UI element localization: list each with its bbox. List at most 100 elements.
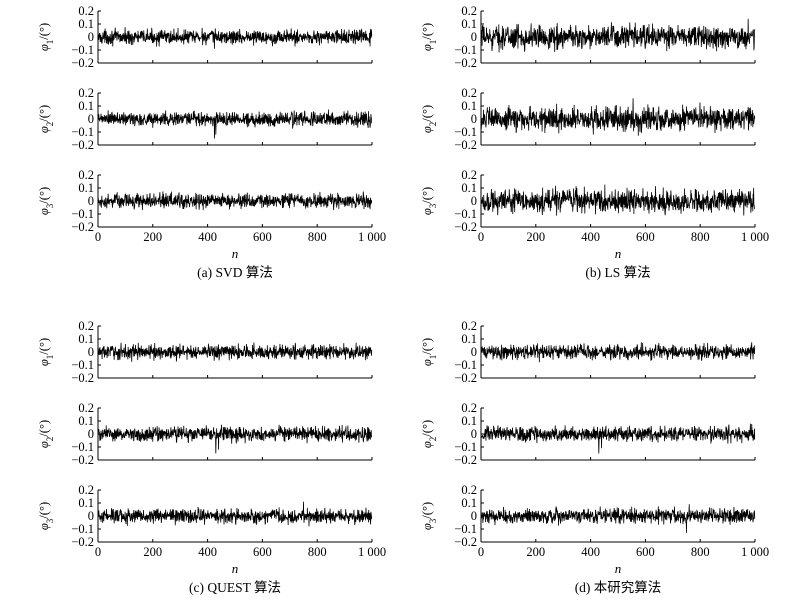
y-tick-label: 0.1 <box>461 496 477 510</box>
y-tick-label: 0 <box>471 509 477 523</box>
x-tick-label: 600 <box>636 230 655 244</box>
series-line-3 <box>480 504 756 533</box>
y-tick-label: −0.2 <box>71 220 94 234</box>
y-tick-label: 0.1 <box>461 99 477 113</box>
panel-1: 0.20.10−0.1−0.2φ1/(°)0.20.10−0.1−0.2φ2/(… <box>37 4 386 280</box>
y-axis-label: φ1/(°) <box>420 338 438 366</box>
series-line-1 <box>97 27 373 49</box>
series-line-2 <box>480 98 756 136</box>
subplot-2-1: 0.20.10−0.1−0.2 φ1/(°) <box>420 4 756 70</box>
panels-group: 0.20.10−0.1−0.2φ1/(°)0.20.10−0.1−0.2φ2/(… <box>37 4 769 595</box>
y-tick-label: 0.1 <box>78 17 94 31</box>
x-tick-label: 800 <box>308 545 327 559</box>
y-tick-label: 0 <box>471 194 477 208</box>
x-tick-label: 200 <box>526 545 545 559</box>
y-tick-label: 0.1 <box>461 414 477 428</box>
x-tick-label: 600 <box>636 545 655 559</box>
y-tick-label: −0.2 <box>71 138 94 152</box>
y-tick-label: 0.1 <box>78 332 94 346</box>
subplot-3-1: 0.20.10−0.1−0.2 φ1/(°) <box>37 319 373 385</box>
y-tick-label: 0 <box>88 345 94 359</box>
series-line-3 <box>97 501 373 527</box>
y-tick-label: 0 <box>471 112 477 126</box>
y-tick-label: −0.2 <box>71 453 94 467</box>
y-tick-label: 0 <box>88 427 94 441</box>
y-tick-label: 0 <box>88 30 94 44</box>
y-axis-label: φ3/(°) <box>37 187 55 215</box>
y-axis-label: φ2/(°) <box>420 105 438 133</box>
y-axis-label: φ3/(°) <box>420 502 438 530</box>
series-line-2 <box>97 424 373 454</box>
y-tick-label: 0 <box>88 509 94 523</box>
x-tick-label: 800 <box>308 230 327 244</box>
y-tick-label: −0.2 <box>454 535 477 549</box>
x-tick-label: 0 <box>478 230 484 244</box>
subplot-1-1: 0.20.10−0.1−0.2 φ1/(°) <box>37 4 373 70</box>
y-tick-label: −0.1 <box>454 207 477 221</box>
y-axis-label: φ3/(°) <box>37 502 55 530</box>
y-tick-label: 0.2 <box>461 401 477 415</box>
y-tick-label: 0.2 <box>78 401 94 415</box>
y-tick-label: 0.2 <box>78 483 94 497</box>
x-tick-label: 0 <box>478 545 484 559</box>
x-tick-label: 1 000 <box>741 545 769 559</box>
y-tick-label: −0.1 <box>71 440 94 454</box>
y-tick-label: −0.2 <box>71 371 94 385</box>
y-tick-label: 0.2 <box>78 168 94 182</box>
series-line-2 <box>97 109 373 139</box>
y-tick-label: −0.1 <box>454 43 477 57</box>
subplot-1-2: 0.20.10−0.1−0.2 φ2/(°) <box>37 86 373 152</box>
x-tick-label: 400 <box>581 230 600 244</box>
y-tick-label: −0.1 <box>454 358 477 372</box>
y-tick-label: 0.2 <box>461 4 477 18</box>
subplot-4-2: 0.20.10−0.1−0.2 φ2/(°) <box>420 401 756 467</box>
series-line-1 <box>97 342 373 362</box>
series-line-1 <box>480 18 756 53</box>
y-axis-label: φ1/(°) <box>37 338 55 366</box>
series-line-1 <box>480 342 756 363</box>
y-axis-label: φ1/(°) <box>37 23 55 51</box>
subplot-1-3: 0.20.10−0.1−0.2 φ3/(°) <box>37 168 373 234</box>
y-tick-label: −0.1 <box>71 125 94 139</box>
y-tick-label: −0.1 <box>71 522 94 536</box>
y-tick-label: −0.1 <box>454 125 477 139</box>
y-tick-label: −0.2 <box>454 220 477 234</box>
y-tick-label: −0.2 <box>454 453 477 467</box>
panel-caption: (a) SVD 算法 <box>197 265 273 280</box>
x-tick-label: 800 <box>691 545 710 559</box>
series-line-2 <box>480 423 756 454</box>
x-tick-label: 400 <box>198 230 217 244</box>
panel-3: 0.20.10−0.1−0.2φ1/(°)0.20.10−0.1−0.2φ2/(… <box>37 319 386 595</box>
subplot-3-2: 0.20.10−0.1−0.2 φ2/(°) <box>37 401 373 467</box>
y-tick-label: −0.2 <box>71 56 94 70</box>
x-tick-label: 200 <box>526 230 545 244</box>
panel-caption: (d) 本研究算法 <box>575 580 662 595</box>
y-tick-label: 0.1 <box>461 332 477 346</box>
y-tick-label: 0.2 <box>461 483 477 497</box>
y-tick-label: 0.2 <box>461 86 477 100</box>
y-tick-label: 0.2 <box>461 319 477 333</box>
y-tick-label: 0 <box>88 194 94 208</box>
y-tick-label: −0.2 <box>454 371 477 385</box>
panel-4: 0.20.10−0.1−0.2φ1/(°)0.20.10−0.1−0.2φ2/(… <box>420 319 769 595</box>
y-tick-label: 0.1 <box>78 414 94 428</box>
x-tick-label: 400 <box>581 545 600 559</box>
y-tick-label: 0.1 <box>78 99 94 113</box>
y-tick-label: 0.2 <box>78 86 94 100</box>
x-tick-label: 400 <box>198 545 217 559</box>
subplot-3-3: 0.20.10−0.1−0.2 φ3/(°) <box>37 483 373 549</box>
series-line-3 <box>480 184 756 216</box>
x-axis-label: n <box>232 246 239 261</box>
subplot-2-3: 0.20.10−0.1−0.2 φ3/(°) <box>420 168 756 234</box>
x-tick-label: 600 <box>253 230 272 244</box>
y-tick-label: −0.1 <box>454 522 477 536</box>
subplot-4-3: 0.20.10−0.1−0.2 φ3/(°) <box>420 483 756 549</box>
y-tick-label: 0 <box>88 112 94 126</box>
x-tick-label: 0 <box>95 545 101 559</box>
y-tick-label: 0.1 <box>461 17 477 31</box>
panel-caption: (b) LS 算法 <box>585 265 650 280</box>
y-tick-label: −0.2 <box>71 535 94 549</box>
y-tick-label: −0.1 <box>71 43 94 57</box>
y-tick-label: 0.1 <box>461 181 477 195</box>
x-axis-label: n <box>615 561 622 576</box>
